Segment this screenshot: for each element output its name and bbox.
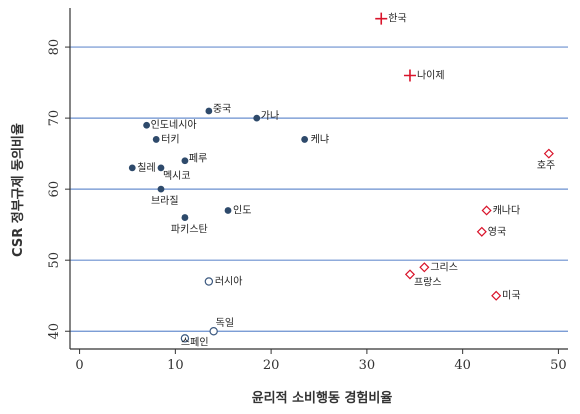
point-가나-0-1 xyxy=(253,114,261,122)
label-칠레-0-6: 칠레 xyxy=(137,162,155,174)
point-멕시코-0-7 xyxy=(157,164,165,172)
label-나이제-1-1: 나이제 xyxy=(417,69,445,81)
point-브라질-0-8 xyxy=(157,185,165,193)
x-tick-label-0: 0 xyxy=(75,358,83,373)
y-tick-label-0: 40 xyxy=(47,323,62,340)
gridlines xyxy=(70,46,568,332)
label-인도-0-9: 인도 xyxy=(233,204,251,216)
ticks: 0 10 20 30 40 50 40 50 60 70 80 xyxy=(47,39,567,373)
label-케냐-0-3: 케냐 xyxy=(311,133,329,145)
x-tick-label-2: 20 xyxy=(263,358,280,373)
label-가나-0-1: 가나 xyxy=(261,110,279,122)
point-러시아-3-0 xyxy=(204,277,214,286)
label-파키스탄-0-10: 파키스탄 xyxy=(171,224,208,236)
label-미국-2-5: 미국 xyxy=(502,290,520,302)
label-러시아-3-0: 러시아 xyxy=(215,276,243,288)
label-페루-0-5: 페루 xyxy=(189,153,207,165)
label-프랑스-2-4: 프랑스 xyxy=(414,276,442,288)
point-페루-0-5 xyxy=(181,157,189,165)
point-인도-0-9 xyxy=(224,207,232,214)
point-파키스탄-0-10 xyxy=(181,214,189,221)
label-캐나다-2-1: 캐나다 xyxy=(493,204,521,216)
point-터키-0-4 xyxy=(152,136,160,143)
label-그리스-2-3: 그리스 xyxy=(430,261,458,273)
label-멕시코-0-7: 멕시코 xyxy=(163,170,191,182)
point-호주-2-0 xyxy=(543,148,554,159)
point-그리스-2-3 xyxy=(419,262,430,273)
y-tick-label-1: 50 xyxy=(47,252,62,269)
point-중국-0-0 xyxy=(205,107,213,115)
point-인도네시아-0-2 xyxy=(143,121,151,129)
label-영국-2-2: 영국 xyxy=(488,226,506,238)
label-호주-2-0: 호주 xyxy=(537,160,555,172)
label-스페인-3-2: 스페인 xyxy=(181,336,209,348)
x-axis-title: 윤리적 소비행동 경험비율 xyxy=(252,390,393,406)
label-브라질-0-8: 브라질 xyxy=(151,195,179,207)
label-독일-3-1: 독일 xyxy=(216,317,234,329)
point-한국-1-0 xyxy=(375,12,388,25)
label-터키-0-4: 터키 xyxy=(161,133,179,145)
label-한국-1-0: 한국 xyxy=(388,13,406,25)
data-points xyxy=(128,12,554,343)
point-영국-2-2 xyxy=(476,226,487,237)
x-tick-label-5: 50 xyxy=(550,358,567,373)
point-프랑스-2-4 xyxy=(404,269,416,280)
x-tick-label-1: 10 xyxy=(167,358,184,373)
point-캐나다-2-1 xyxy=(481,205,492,216)
point-미국-2-5 xyxy=(491,290,502,301)
axes xyxy=(69,8,568,350)
point-독일-3-1 xyxy=(209,327,218,336)
y-tick-label-3: 70 xyxy=(47,110,62,127)
x-tick-label-3: 30 xyxy=(359,358,376,373)
point-나이제-1-1 xyxy=(403,69,416,82)
point-칠레-0-6 xyxy=(128,164,136,172)
point-케냐-0-3 xyxy=(301,136,309,143)
y-tick-label-4: 80 xyxy=(47,39,62,56)
point-스페인-3-2 xyxy=(180,334,190,343)
y-tick-label-2: 60 xyxy=(47,181,62,198)
label-중국-0-0: 중국 xyxy=(213,103,231,115)
y-axis-title: CSR 정부규제 동의비율 xyxy=(10,123,26,257)
x-tick-label-4: 40 xyxy=(454,358,471,373)
label-인도네시아-0-2: 인도네시아 xyxy=(151,119,197,131)
